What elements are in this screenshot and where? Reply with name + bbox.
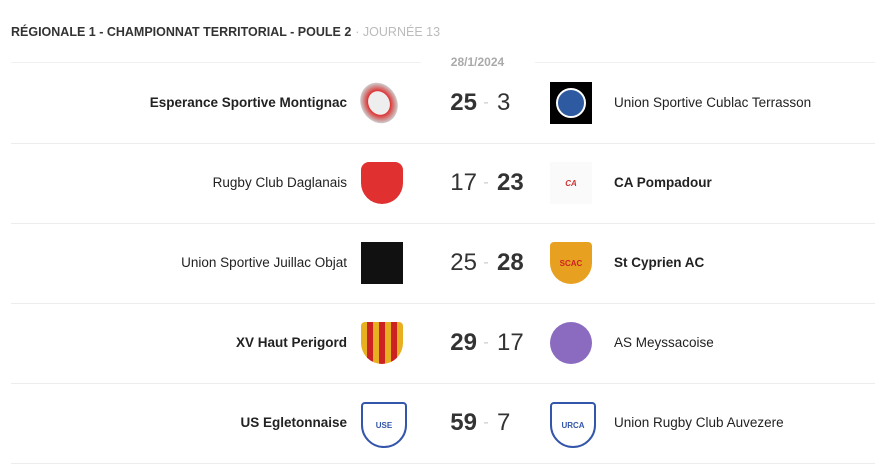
away-team-name[interactable]: CA Pompadour	[614, 175, 712, 190]
score-separator: -	[483, 254, 489, 271]
away-score: 17	[497, 329, 524, 356]
score: 59 - 7	[431, 383, 543, 463]
away-team-name[interactable]: Union Sportive Cublac Terrasson	[614, 95, 812, 110]
score: 25 - 28	[431, 223, 543, 303]
home-team-name[interactable]: Rugby Club Daglanais	[212, 175, 347, 190]
score-separator: -	[483, 94, 489, 111]
away-score: 28	[497, 249, 524, 276]
competition-header: RÉGIONALE 1 - CHAMPIONNAT TERRITORIAL - …	[11, 25, 440, 39]
home-score: 29	[450, 329, 477, 356]
score: 17 - 23	[431, 143, 543, 223]
home-team-name[interactable]: Union Sportive Juillac Objat	[181, 255, 347, 270]
round-label: · JOURNÉE 13	[355, 25, 441, 39]
away-team-logo-icon	[550, 82, 592, 124]
match-row[interactable]: Union Sportive Juillac Objat 25 - 28 SCA…	[11, 223, 875, 304]
home-team-logo-icon	[361, 162, 403, 204]
score-separator: -	[483, 334, 489, 351]
home-team-logo-icon	[361, 322, 403, 364]
match-row[interactable]: Esperance Sportive Montignac 25 - 3 Unio…	[11, 63, 875, 144]
home-score: 25	[450, 249, 477, 276]
score-separator: -	[483, 414, 489, 431]
home-score: 59	[450, 409, 477, 436]
match-row[interactable]: US Egletonnaise USE 59 - 7 URCA Union Ru…	[11, 383, 875, 464]
away-team-logo-icon	[550, 322, 592, 364]
away-team-name[interactable]: Union Rugby Club Auvezere	[614, 415, 784, 430]
home-team-name[interactable]: XV Haut Perigord	[235, 335, 347, 350]
score: 25 - 3	[431, 63, 543, 143]
home-score: 25	[450, 89, 477, 116]
home-team-name[interactable]: Esperance Sportive Montignac	[149, 95, 347, 110]
away-team-logo-icon: SCAC	[550, 242, 592, 284]
competition-title: RÉGIONALE 1 - CHAMPIONNAT TERRITORIAL - …	[11, 25, 352, 39]
home-score: 17	[450, 169, 477, 196]
divider	[535, 62, 875, 63]
score-separator: -	[483, 174, 489, 191]
match-row[interactable]: XV Haut Perigord 29 - 17 AS Meyssacoise	[11, 303, 875, 384]
away-team-name[interactable]: AS Meyssacoise	[614, 335, 714, 350]
match-row[interactable]: Rugby Club Daglanais 17 - 23 CA CA Pompa…	[11, 143, 875, 224]
home-team-logo-icon: USE	[361, 402, 407, 448]
home-team-logo-icon	[361, 242, 403, 284]
away-score: 7	[497, 409, 511, 436]
away-team-name[interactable]: St Cyprien AC	[614, 255, 705, 270]
away-team-logo-icon: URCA	[550, 402, 596, 448]
home-team-name[interactable]: US Egletonnaise	[240, 415, 347, 430]
home-team-logo-icon	[352, 75, 406, 131]
score: 29 - 17	[431, 303, 543, 383]
away-team-logo-icon: CA	[550, 162, 592, 204]
away-score: 3	[497, 89, 511, 116]
divider	[11, 62, 421, 63]
away-score: 23	[497, 169, 524, 196]
match-date: 28/1/2024	[450, 55, 505, 69]
